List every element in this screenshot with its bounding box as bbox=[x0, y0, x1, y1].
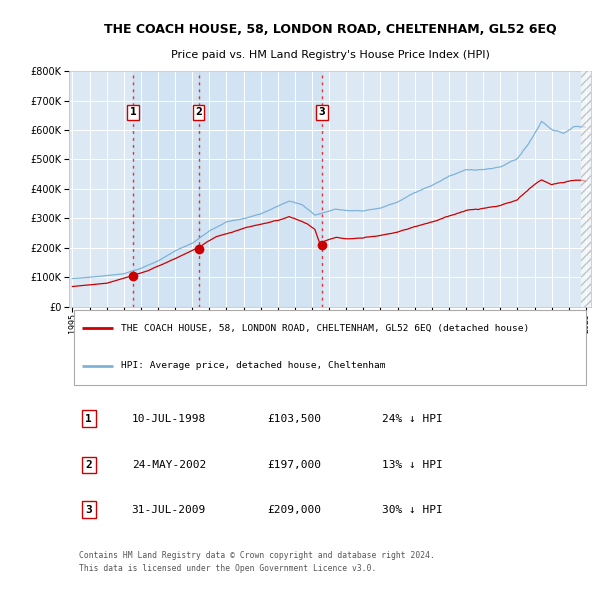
Text: Price paid vs. HM Land Registry's House Price Index (HPI): Price paid vs. HM Land Registry's House … bbox=[170, 50, 490, 60]
Text: 3: 3 bbox=[319, 107, 325, 117]
Text: 2: 2 bbox=[85, 460, 92, 470]
Bar bbox=[133, 71, 199, 307]
Text: 10-JUL-1998: 10-JUL-1998 bbox=[131, 414, 206, 424]
Text: Contains HM Land Registry data © Crown copyright and database right 2024.
This d: Contains HM Land Registry data © Crown c… bbox=[79, 551, 436, 572]
Text: 1: 1 bbox=[130, 107, 136, 117]
Text: 24-MAY-2002: 24-MAY-2002 bbox=[131, 460, 206, 470]
FancyBboxPatch shape bbox=[74, 310, 586, 385]
Text: THE COACH HOUSE, 58, LONDON ROAD, CHELTENHAM, GL52 6EQ: THE COACH HOUSE, 58, LONDON ROAD, CHELTE… bbox=[104, 23, 556, 36]
Text: 30% ↓ HPI: 30% ↓ HPI bbox=[382, 504, 443, 514]
Text: 1: 1 bbox=[85, 414, 92, 424]
Text: £209,000: £209,000 bbox=[268, 504, 322, 514]
Text: 24% ↓ HPI: 24% ↓ HPI bbox=[382, 414, 443, 424]
Text: 13% ↓ HPI: 13% ↓ HPI bbox=[382, 460, 443, 470]
Text: £103,500: £103,500 bbox=[268, 414, 322, 424]
Text: THE COACH HOUSE, 58, LONDON ROAD, CHELTENHAM, GL52 6EQ (detached house): THE COACH HOUSE, 58, LONDON ROAD, CHELTE… bbox=[121, 324, 529, 333]
Text: 31-JUL-2009: 31-JUL-2009 bbox=[131, 504, 206, 514]
Text: 2: 2 bbox=[195, 107, 202, 117]
Bar bbox=[199, 71, 322, 307]
Text: HPI: Average price, detached house, Cheltenham: HPI: Average price, detached house, Chel… bbox=[121, 361, 386, 371]
Bar bbox=[581, 71, 593, 307]
Text: £197,000: £197,000 bbox=[268, 460, 322, 470]
Text: 3: 3 bbox=[85, 504, 92, 514]
